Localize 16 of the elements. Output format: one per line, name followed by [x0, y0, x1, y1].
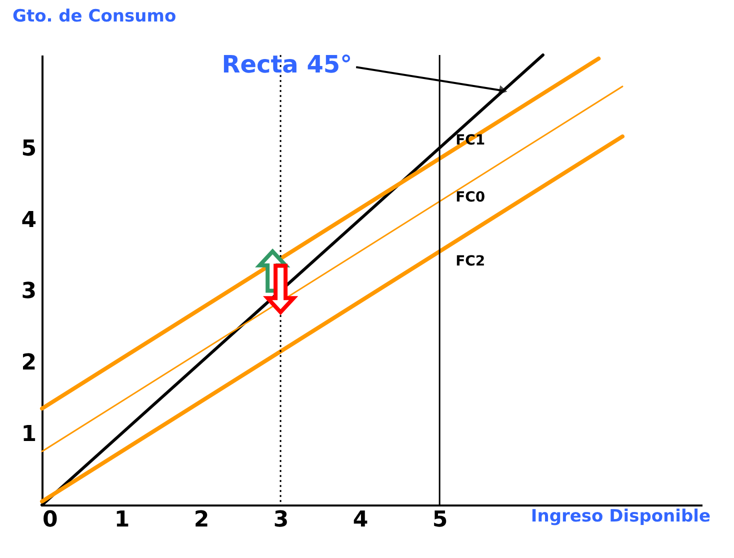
y-tick-label: 1 — [21, 422, 36, 448]
x-tick-label: 2 — [194, 508, 210, 532]
x-tick-label: 4 — [352, 508, 368, 532]
series-label: FC2 — [456, 253, 486, 270]
series-label: FC0 — [456, 189, 486, 206]
x-axis-title: Ingreso Disponible — [530, 506, 710, 526]
y-tick-label: 2 — [21, 350, 36, 376]
x-tick-label: 5 — [432, 508, 448, 532]
y-tick-label: 3 — [21, 279, 36, 304]
y-tick-label: 4 — [21, 208, 36, 233]
x-tick-label: 1 — [114, 508, 130, 532]
x-tick-label: 0 — [42, 508, 58, 532]
x-tick-label: 3 — [273, 508, 289, 532]
y-axis-title: Gto. de Consumo — [12, 6, 176, 26]
y-tick-label: 5 — [21, 136, 36, 162]
annotation: Recta 45° — [222, 50, 352, 79]
